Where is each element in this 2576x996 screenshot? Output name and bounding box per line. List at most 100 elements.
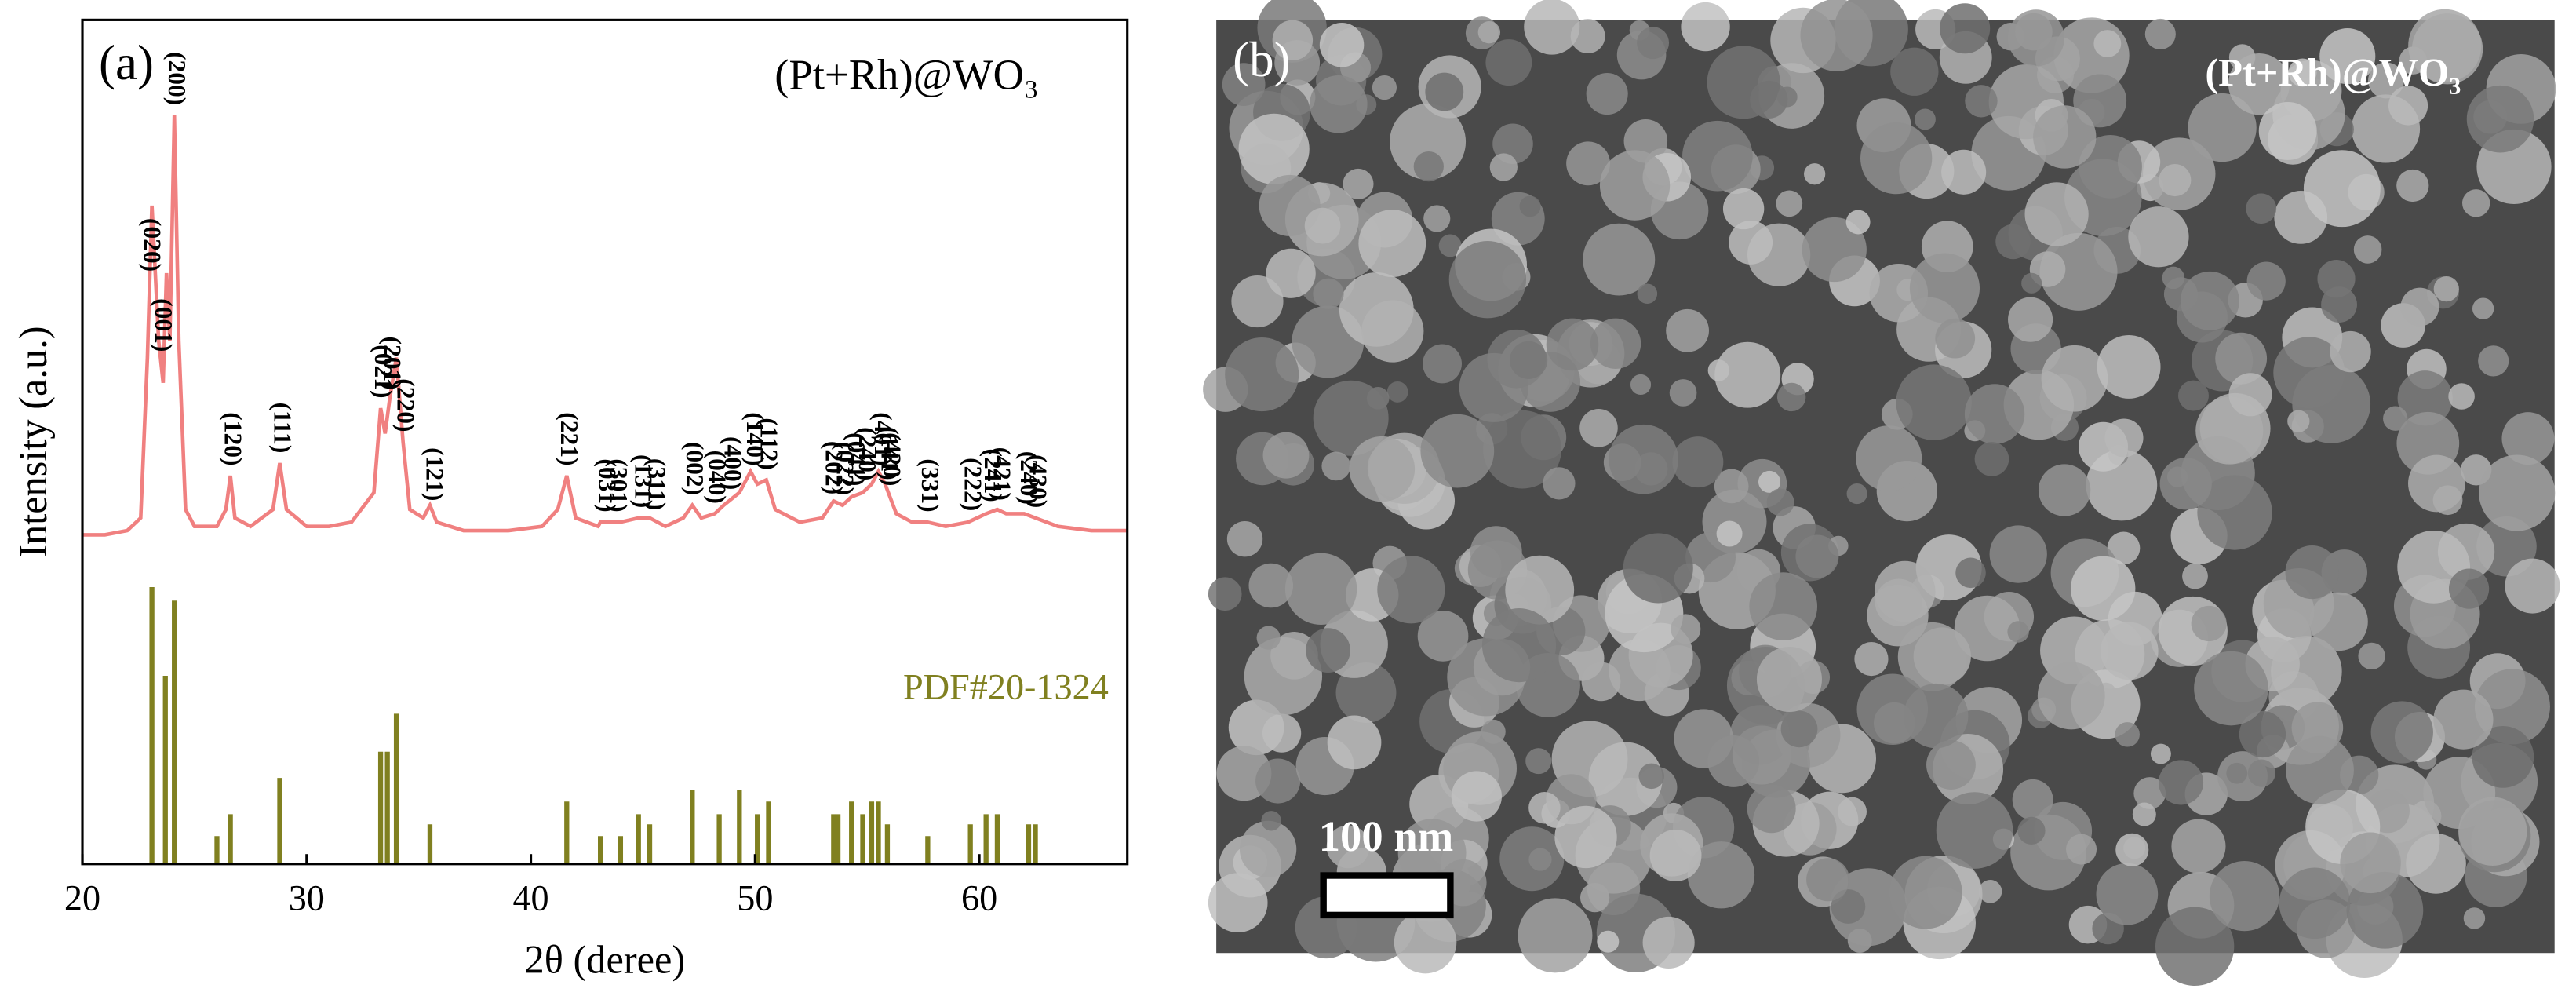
sem-particle [2246, 193, 2277, 224]
peak-label: (131) [629, 454, 657, 508]
sem-particle [1266, 248, 1316, 298]
sem-particle [1806, 858, 1850, 902]
sem-particle [1489, 153, 1518, 181]
sem-particle [2007, 9, 2064, 67]
sem-particle [1505, 555, 1575, 625]
sem-particle [2100, 622, 2159, 680]
sem-particle [2408, 454, 2465, 513]
sem-particle [1326, 825, 1370, 869]
sem-particle [1313, 278, 1344, 309]
sem-particle [2448, 383, 2475, 410]
sem-particle [1239, 820, 1297, 878]
peak-label: (112) [755, 418, 782, 470]
sem-particle [1423, 205, 1451, 232]
sem-particle [1448, 240, 1527, 319]
peak-label: (022) [832, 442, 859, 495]
x-axis-label: 2θ (deree) [525, 937, 686, 981]
sem-particle [2287, 410, 2310, 432]
sem-particle [2071, 556, 2136, 621]
sem-particle [2017, 816, 2046, 845]
peak-label: (401) [869, 412, 897, 465]
sem-particle [1682, 120, 1753, 192]
sem-particle [2024, 182, 2089, 246]
sem-particle [2093, 30, 2122, 57]
sem-particle [1226, 521, 1263, 557]
sem-particle [1978, 879, 2002, 903]
sem-particle [1714, 341, 1781, 408]
peak-label: (240) [854, 427, 881, 480]
sem-particle [1926, 740, 1976, 790]
sem-particle [2033, 105, 2097, 169]
sem-particle [1776, 86, 1798, 108]
sem-particle [1714, 469, 1749, 504]
sem-particle [2180, 271, 2239, 330]
peak-label: (201) [378, 336, 406, 389]
sem-particle [1349, 436, 1416, 502]
sem-particle [1666, 308, 1709, 352]
sem-particle [1974, 442, 2009, 476]
sem-particle [1989, 525, 2047, 583]
sem-particle [1846, 483, 1867, 505]
sem-particle [2079, 134, 2142, 199]
sem-particle [1637, 283, 1658, 305]
sem-particle [2228, 53, 2290, 115]
sem-particle [1707, 46, 1780, 119]
sem-particle [1897, 622, 1967, 691]
sem-particle [1327, 715, 1382, 770]
peak-label: (221) [556, 412, 583, 465]
reference-label: PDF#20-1324 [903, 667, 1109, 707]
sem-particle [2177, 380, 2209, 411]
sem-particle [2478, 345, 2509, 377]
sem-particle [1780, 710, 1818, 748]
sem-particle [2226, 762, 2248, 784]
sem-particle [2041, 345, 2108, 412]
sem-particle [2433, 689, 2494, 750]
peak-label: (241) [979, 449, 1007, 502]
sem-texture [1203, 0, 2560, 986]
peak-label: (430) [1024, 454, 1051, 508]
sem-particle [1776, 382, 1806, 412]
sem-particle [1804, 163, 1826, 185]
sem-particle [2288, 58, 2317, 87]
sem-particle [1525, 748, 1552, 775]
sem-particle [2303, 150, 2381, 228]
x-tick-label: 40 [512, 878, 548, 918]
sem-particle [1766, 488, 1794, 516]
sem-particle [1741, 729, 1810, 798]
sem-particle [1896, 364, 1972, 440]
sem-particle [1255, 758, 1301, 804]
sem-particle [1649, 830, 1702, 881]
sem-particle [1609, 424, 1678, 494]
sem-particle [1481, 608, 1557, 683]
sem-particle [2096, 863, 2159, 925]
sem-particle [1776, 190, 1803, 217]
sem-particle [2353, 235, 2382, 264]
peak-label: (002) [681, 442, 709, 495]
sem-particle [1588, 742, 1663, 816]
sem-particle [1208, 873, 1268, 932]
sem-particle [1586, 73, 1628, 115]
sem-particle [1707, 735, 1760, 787]
sem-particle [2501, 412, 2555, 465]
peak-label: (311) [643, 458, 670, 511]
sem-particle [1954, 595, 2020, 662]
sem-particle [2159, 163, 2192, 197]
sem-particle [1519, 195, 1541, 217]
sem-particle [2309, 592, 2368, 651]
sem-particle [1838, 797, 1867, 826]
xrd-curve [82, 115, 1128, 537]
sem-particle [1310, 75, 1368, 133]
sem-particle [1248, 563, 1294, 608]
sem-particle [2188, 93, 2257, 162]
sem-particle [2397, 370, 2453, 426]
sem-particle [1642, 916, 1695, 969]
sem-particle [1423, 344, 1462, 384]
sem-particle [2321, 286, 2357, 323]
peak-label: (040) [704, 451, 731, 504]
peak-label: (041) [843, 432, 870, 486]
sem-particle [2144, 18, 2176, 49]
sem-particle [1909, 253, 1980, 323]
sem-particle [1485, 39, 1532, 86]
sem-particle [2115, 722, 2140, 747]
